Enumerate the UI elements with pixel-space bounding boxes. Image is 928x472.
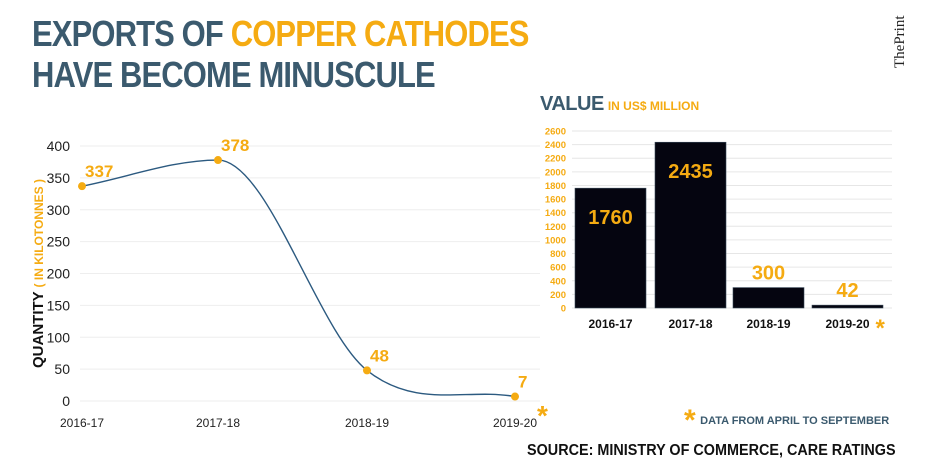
y-tick-label: 1000: [545, 235, 566, 246]
source-note: SOURCE: MINISTRY OF COMMERCE, CARE RATIN…: [527, 442, 896, 459]
y-tick-label: 100: [47, 329, 71, 345]
y-tick-label: 200: [550, 290, 566, 301]
footnote-text: DATA FROM APRIL TO SEPTEMBER: [700, 415, 890, 427]
bar: [732, 287, 805, 309]
y-tick-label: 1800: [545, 181, 566, 192]
asterisk-icon: *: [684, 404, 696, 437]
y-tick-label: 2000: [545, 167, 566, 178]
x-tick-label: 2017-18: [668, 317, 712, 331]
series-line: [81, 159, 516, 398]
y-tick-label: 0: [62, 393, 70, 409]
y-tick-label: 600: [550, 263, 566, 274]
x-tick-label: 2017-18: [196, 416, 240, 430]
x-tick-label: 2016-17: [588, 317, 632, 331]
chart-title-line-2: HAVE BECOME MINUSCULE: [32, 54, 436, 95]
data-label: 42: [836, 280, 858, 302]
y-tick-label: 0: [561, 304, 566, 315]
asterisk-icon: *: [876, 315, 886, 342]
brand-text: ThePrint: [892, 15, 908, 68]
data-label: 7: [518, 373, 527, 392]
y-tick-label: 250: [47, 234, 71, 250]
y-tick-label: 200: [47, 266, 71, 282]
bar-chart-title: VALUE IN US$ MILLION: [540, 93, 699, 116]
bar: [811, 304, 884, 309]
bar: [574, 187, 647, 309]
bar-chart: 0 200 400 600 800 1000 1200 1400 1600 1800 2000 220…: [545, 127, 892, 342]
asterisk-icon: *: [537, 400, 548, 431]
bar-title: VALUE: [540, 93, 604, 115]
y-axis-label-main: QUANTITY: [30, 287, 47, 368]
data-point: [78, 182, 86, 191]
y-tick-label: 2400: [545, 140, 566, 151]
y-axis-label: QUANTITY ( IN KILOTONNES ): [30, 179, 47, 368]
data-point: [511, 392, 519, 401]
x-tick-label: 2016-17: [60, 416, 104, 430]
bar: [654, 141, 727, 309]
y-tick-label: 350: [47, 170, 71, 186]
y-tick-label: 800: [550, 249, 566, 260]
data-point: [363, 366, 371, 375]
y-tick-label: 1400: [545, 208, 566, 219]
chart-title-line-1: EXPORTS OF COPPER CATHODES: [32, 14, 529, 54]
x-tick-label: 2019-20: [825, 317, 869, 331]
title-part-1: EXPORTS OF: [32, 13, 231, 54]
y-tick-label: 1600: [545, 195, 566, 206]
data-label: 300: [752, 263, 785, 285]
line-chart: 0 50 100 150 200 250 300 350 400 2016-17 2017-18 20…: [30, 136, 548, 431]
x-tick-label: 2018-19: [746, 317, 790, 331]
y-tick-label: 50: [54, 361, 70, 377]
data-label: 1760: [588, 207, 633, 229]
y-tick-label: 400: [47, 138, 71, 154]
x-tick-label: 2018-19: [345, 416, 389, 430]
data-label: 378: [221, 136, 249, 155]
data-label: 337: [85, 162, 113, 181]
y-tick-label: 2200: [545, 154, 566, 165]
title-part-2: COPPER CATHODES: [230, 13, 530, 54]
y-tick-label: 400: [550, 276, 566, 287]
data-label: 48: [370, 346, 389, 365]
y-tick-label: 2600: [545, 127, 566, 138]
y-tick-label: 1200: [545, 222, 566, 233]
bar-subtitle: IN US$ MILLION: [607, 99, 700, 113]
y-tick-label: 150: [47, 297, 71, 313]
x-tick-label: 2019-20: [493, 416, 537, 430]
data-label: 2435: [668, 161, 713, 183]
theprint-logo: ThePrint: [892, 15, 908, 68]
data-point: [214, 156, 222, 165]
y-tick-label: 300: [47, 202, 71, 218]
y-axis-label-unit: ( IN KILOTONNES ): [32, 179, 46, 287]
footnote: * DATA FROM APRIL TO SEPTEMBER: [684, 406, 890, 436]
